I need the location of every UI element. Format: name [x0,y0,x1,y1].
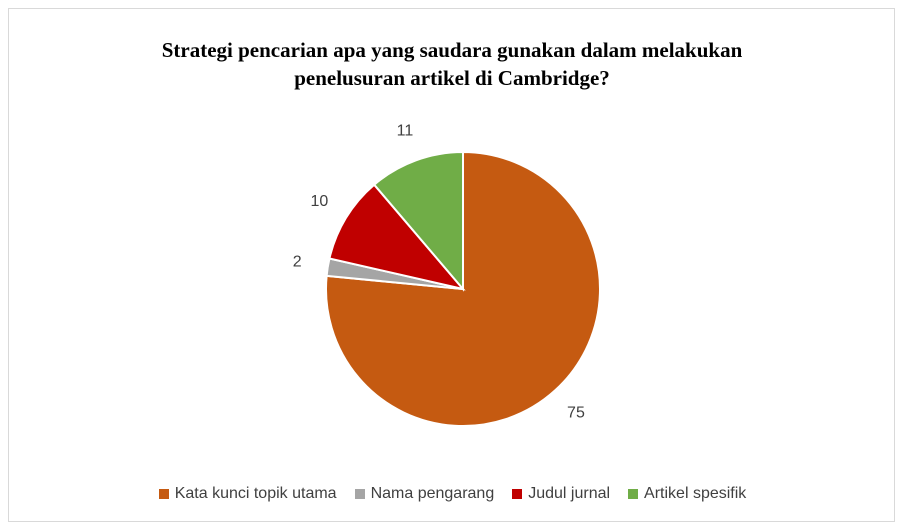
legend-label: Kata kunci topik utama [174,485,337,502]
legend-swatch [628,489,639,499]
chart-frame [8,8,895,522]
data-label: 11 [397,123,414,140]
data-label: 10 [310,193,328,210]
legend: Kata kunci topik utama Nama pengarang Judu… [0,485,905,503]
legend-item: Judul jurnal [512,485,610,503]
legend-label: Judul jurnal [528,485,611,502]
legend-swatch [354,489,365,499]
chart-title: Strategi pencarian apa yang saudara guna… [161,38,743,90]
legend-swatch [158,489,169,499]
data-label: 2 [293,253,302,270]
legend-item: Nama pengarang [354,485,495,503]
data-label: 75 [567,405,585,422]
legend-label: Nama pengarang [370,485,495,502]
legend-swatch [512,489,523,499]
pie-slice [372,150,464,292]
legend-label: Artikel spesifik [644,485,747,502]
legend-item: Kata kunci topik utama [158,485,337,503]
pie-slice [328,183,466,291]
legend-item: Artikel spesifik [628,485,746,503]
